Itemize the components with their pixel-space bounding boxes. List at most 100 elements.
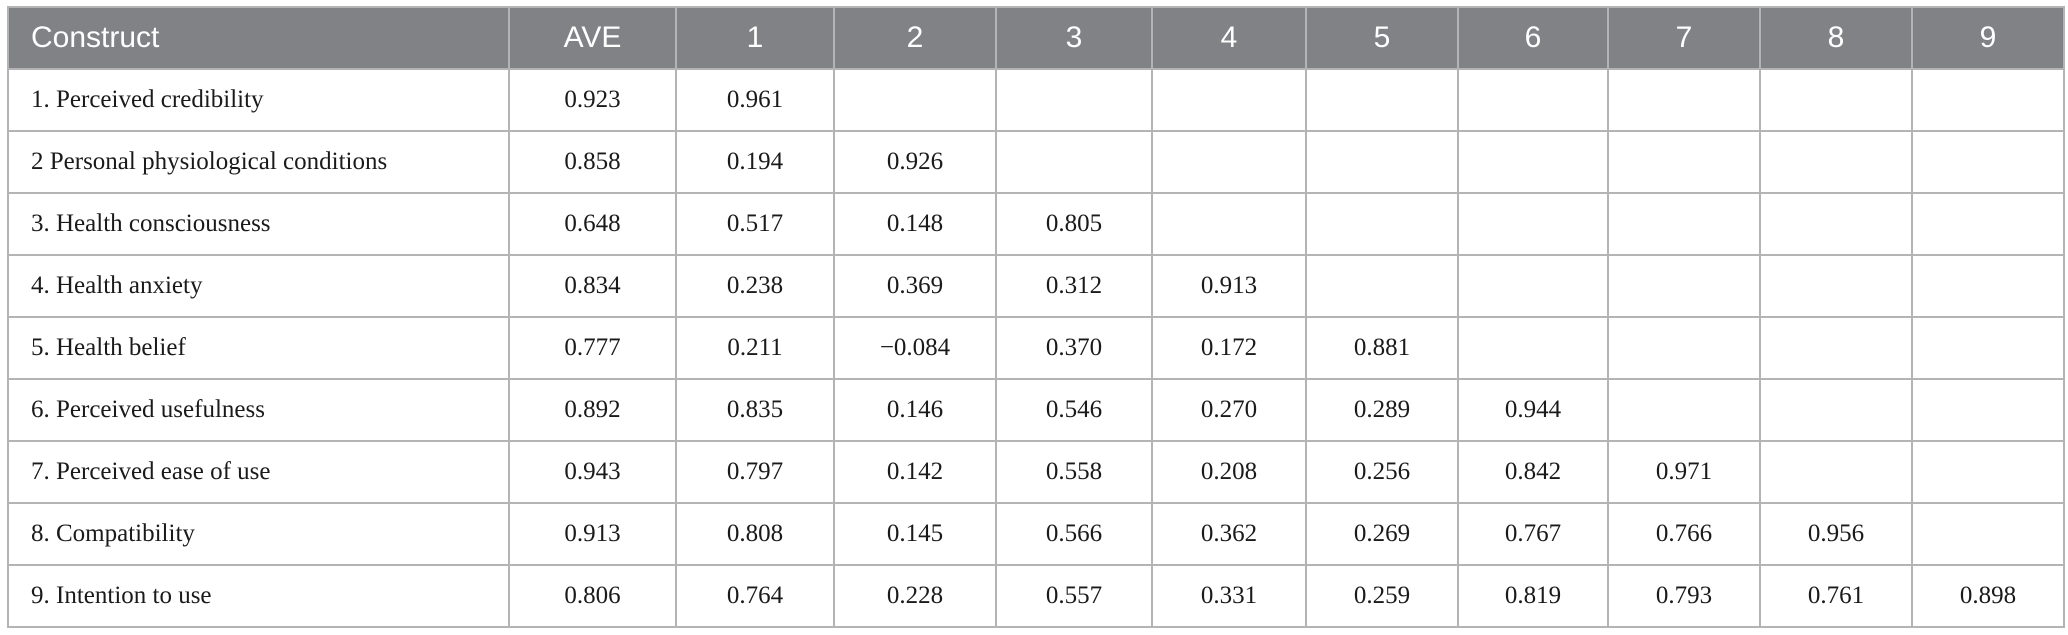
construct-label: 5. Health belief <box>7 316 510 380</box>
value-cell: 0.766 <box>1607 502 1761 566</box>
table-row: 9. Intention to use 0.806 0.764 0.228 0.557 0… <box>7 564 2065 628</box>
table-row: 5. Health belief 0.777 0.211 −0.084 0.370 0.1… <box>7 316 2065 380</box>
empty-cell <box>1759 130 1913 194</box>
empty-cell <box>1305 254 1459 318</box>
empty-cell <box>1607 316 1761 380</box>
empty-cell <box>995 130 1153 194</box>
empty-cell <box>1911 440 2065 504</box>
value-cell: 0.289 <box>1305 378 1459 442</box>
value-cell: 0.767 <box>1457 502 1609 566</box>
value-cell: 0.557 <box>995 564 1153 628</box>
construct-label: 9. Intention to use <box>7 564 510 628</box>
value-cell: 0.961 <box>675 68 835 132</box>
value-cell: 0.148 <box>833 192 997 256</box>
value-cell: 0.805 <box>995 192 1153 256</box>
table-row: 1. Perceived credibility 0.923 0.961 <box>7 68 2065 132</box>
value-cell: 0.256 <box>1305 440 1459 504</box>
value-cell: 0.835 <box>675 378 835 442</box>
header-row: Construct AVE 1 2 3 4 5 6 7 8 9 <box>7 6 2065 70</box>
header-cell: 2 <box>833 6 997 70</box>
value-cell: 0.194 <box>675 130 835 194</box>
value-cell: −0.084 <box>833 316 997 380</box>
value-cell: 0.808 <box>675 502 835 566</box>
empty-cell <box>1151 68 1307 132</box>
empty-cell <box>1911 378 2065 442</box>
empty-cell <box>1607 68 1761 132</box>
empty-cell <box>1607 254 1761 318</box>
value-cell: 0.142 <box>833 440 997 504</box>
value-cell: 0.145 <box>833 502 997 566</box>
value-cell: 0.834 <box>508 254 677 318</box>
header-cell: 1 <box>675 6 835 70</box>
correlation-table: Construct AVE 1 2 3 4 5 6 7 8 9 1. Perceived credi… <box>7 6 2065 628</box>
value-cell: 0.881 <box>1305 316 1459 380</box>
value-cell: 0.228 <box>833 564 997 628</box>
empty-cell <box>1151 192 1307 256</box>
empty-cell <box>1911 192 2065 256</box>
value-cell: 0.943 <box>508 440 677 504</box>
construct-label: 1. Perceived credibility <box>7 68 510 132</box>
table-row: 8. Compatibility 0.913 0.808 0.145 0.566 0.36… <box>7 502 2065 566</box>
empty-cell <box>1911 316 2065 380</box>
value-cell: 0.761 <box>1759 564 1913 628</box>
header-cell: 6 <box>1457 6 1609 70</box>
value-cell: 0.208 <box>1151 440 1307 504</box>
empty-cell <box>1607 192 1761 256</box>
value-cell: 0.842 <box>1457 440 1609 504</box>
empty-cell <box>1759 254 1913 318</box>
header-cell: AVE <box>508 6 677 70</box>
value-cell: 0.312 <box>995 254 1153 318</box>
empty-cell <box>1911 130 2065 194</box>
empty-cell <box>995 68 1153 132</box>
value-cell: 0.270 <box>1151 378 1307 442</box>
value-cell: 0.648 <box>508 192 677 256</box>
value-cell: 0.793 <box>1607 564 1761 628</box>
empty-cell <box>1759 440 1913 504</box>
value-cell: 0.777 <box>508 316 677 380</box>
value-cell: 0.211 <box>675 316 835 380</box>
header-cell: 4 <box>1151 6 1307 70</box>
empty-cell <box>1305 192 1459 256</box>
value-cell: 0.558 <box>995 440 1153 504</box>
construct-label: 7. Perceived ease of use <box>7 440 510 504</box>
header-cell: 3 <box>995 6 1153 70</box>
value-cell: 0.806 <box>508 564 677 628</box>
empty-cell <box>1911 502 2065 566</box>
empty-cell <box>1911 68 2065 132</box>
value-cell: 0.913 <box>1151 254 1307 318</box>
empty-cell <box>1305 130 1459 194</box>
value-cell: 0.923 <box>508 68 677 132</box>
value-cell: 0.370 <box>995 316 1153 380</box>
value-cell: 0.331 <box>1151 564 1307 628</box>
header-cell: 9 <box>1911 6 2065 70</box>
empty-cell <box>1607 130 1761 194</box>
value-cell: 0.926 <box>833 130 997 194</box>
header-cell: 8 <box>1759 6 1913 70</box>
construct-label: 4. Health anxiety <box>7 254 510 318</box>
value-cell: 0.269 <box>1305 502 1459 566</box>
header-cell: 5 <box>1305 6 1459 70</box>
value-cell: 0.369 <box>833 254 997 318</box>
value-cell: 0.971 <box>1607 440 1761 504</box>
value-cell: 0.898 <box>1911 564 2065 628</box>
empty-cell <box>1759 68 1913 132</box>
empty-cell <box>1759 378 1913 442</box>
empty-cell <box>1457 316 1609 380</box>
empty-cell <box>833 68 997 132</box>
empty-cell <box>1457 254 1609 318</box>
empty-cell <box>1457 68 1609 132</box>
value-cell: 0.797 <box>675 440 835 504</box>
construct-label: 8. Compatibility <box>7 502 510 566</box>
value-cell: 0.566 <box>995 502 1153 566</box>
table-row: 7. Perceived ease of use 0.943 0.797 0.142 0… <box>7 440 2065 504</box>
header-cell: Construct <box>7 6 510 70</box>
value-cell: 0.172 <box>1151 316 1307 380</box>
value-cell: 0.892 <box>508 378 677 442</box>
construct-label: 6. Perceived usefulness <box>7 378 510 442</box>
value-cell: 0.362 <box>1151 502 1307 566</box>
table-row: 2 Personal physiological conditions 0.858… <box>7 130 2065 194</box>
construct-label: 2 Personal physiological conditions <box>7 130 510 194</box>
value-cell: 0.819 <box>1457 564 1609 628</box>
table-body: 1. Perceived credibility 0.923 0.961 2 Pers… <box>7 68 2065 628</box>
